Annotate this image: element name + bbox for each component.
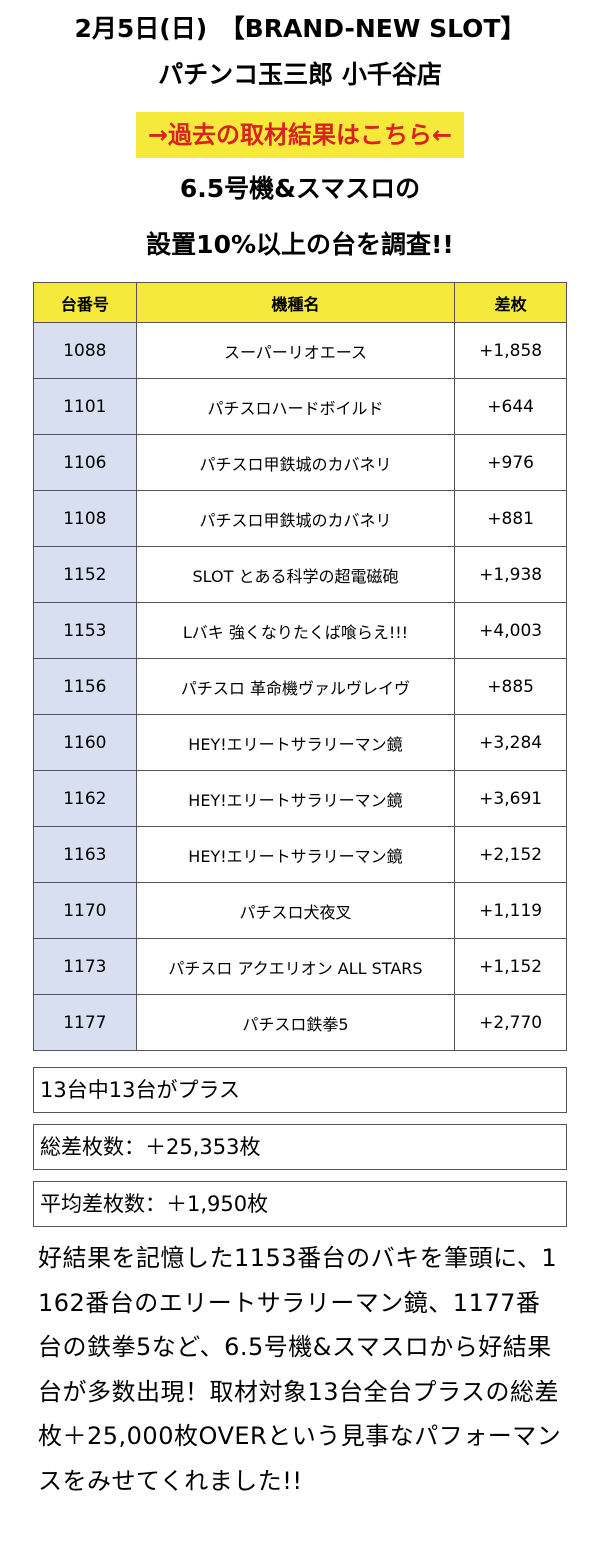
event-date-title: 2月5日(日) 【BRAND-NEW SLOT】 <box>74 14 526 43</box>
table-row: 1160 HEY!エリートサラリーマン鏡 +3,284 <box>33 714 567 771</box>
summary-total-difference: 総差枚数：＋25,353枚 <box>33 1124 567 1170</box>
table-row: 1106 パチスロ甲鉄城のカバネリ +976 <box>33 434 567 491</box>
difference-value: +976 <box>454 434 567 491</box>
machine-number: 1153 <box>33 602 137 659</box>
difference-value: +4,003 <box>454 602 567 659</box>
difference-value: +2,770 <box>454 994 567 1051</box>
machine-name: スーパーリオエース <box>135 322 456 379</box>
subtitle-line-2: 設置10%以上の台を調査!! <box>146 230 454 259</box>
header-difference: 差枚 <box>454 282 567 323</box>
machine-name: パチスロ犬夜叉 <box>135 882 456 939</box>
difference-value: +1,938 <box>454 546 567 603</box>
machine-number: 1162 <box>33 770 137 827</box>
machine-number: 1108 <box>33 490 137 547</box>
results-table: 台番号 機種名 差枚 1088 スーパーリオエース +1,858 1101 パチ… <box>33 282 567 1051</box>
difference-value: +1,858 <box>454 322 567 379</box>
header-machine-name: 機種名 <box>135 282 456 323</box>
table-row: 1088 スーパーリオエース +1,858 <box>33 322 567 379</box>
difference-value: +3,691 <box>454 770 567 827</box>
difference-value: +644 <box>454 378 567 435</box>
machine-number: 1106 <box>33 434 137 491</box>
difference-value: +1,119 <box>454 882 567 939</box>
difference-value: +2,152 <box>454 826 567 883</box>
table-row: 1162 HEY!エリートサラリーマン鏡 +3,691 <box>33 770 567 827</box>
link-banner-wrap: →過去の取材結果はこちら← <box>0 112 600 158</box>
machine-number: 1177 <box>33 994 137 1051</box>
summary-average-difference: 平均差枚数：＋1,950枚 <box>33 1181 567 1227</box>
machine-number: 1160 <box>33 714 137 771</box>
difference-value: +1,152 <box>454 938 567 995</box>
machine-number: 1101 <box>33 378 137 435</box>
machine-name: パチスロ 革命機ヴァルヴレイヴ <box>135 658 456 715</box>
machine-name: パチスロ アクエリオン ALL STARS <box>135 938 456 995</box>
machine-name: パチスロハードボイルド <box>135 378 456 435</box>
machine-name: パチスロ甲鉄城のカバネリ <box>135 490 456 547</box>
machine-name: パチスロ甲鉄城のカバネリ <box>135 434 456 491</box>
table-row: 1153 Lバキ 強くなりたくば喰らえ!!! +4,003 <box>33 602 567 659</box>
table-row: 1156 パチスロ 革命機ヴァルヴレイヴ +885 <box>33 658 567 715</box>
table-row: 1170 パチスロ犬夜叉 +1,119 <box>33 882 567 939</box>
machine-number: 1173 <box>33 938 137 995</box>
machine-name: HEY!エリートサラリーマン鏡 <box>135 770 456 827</box>
difference-value: +3,284 <box>454 714 567 771</box>
machine-number: 1088 <box>33 322 137 379</box>
machine-name: HEY!エリートサラリーマン鏡 <box>135 826 456 883</box>
machine-number: 1163 <box>33 826 137 883</box>
table-row: 1101 パチスロハードボイルド +644 <box>33 378 567 435</box>
store-name: パチンコ玉三郎 小千谷店 <box>158 60 442 89</box>
summary-plus-count: 13台中13台がプラス <box>33 1067 567 1113</box>
machine-number: 1170 <box>33 882 137 939</box>
result-description: 好結果を記憶した1153番台のバキを筆頭に、1162番台のエリートサラリーマン鏡… <box>38 1244 562 1495</box>
table-row: 1177 パチスロ鉄拳5 +2,770 <box>33 994 567 1051</box>
table-header-row: 台番号 機種名 差枚 <box>33 282 567 323</box>
table-row: 1173 パチスロ アクエリオン ALL STARS +1,152 <box>33 938 567 995</box>
header-machine-number: 台番号 <box>33 282 137 323</box>
machine-number: 1152 <box>33 546 137 603</box>
machine-name: HEY!エリートサラリーマン鏡 <box>135 714 456 771</box>
subtitle-line-1: 6.5号機&スマスロの <box>179 174 421 203</box>
machine-name: パチスロ鉄拳5 <box>135 994 456 1051</box>
machine-name: SLOT とある科学の超電磁砲 <box>135 546 456 603</box>
past-results-link[interactable]: →過去の取材結果はこちら← <box>135 112 465 158</box>
table-row: 1163 HEY!エリートサラリーマン鏡 +2,152 <box>33 826 567 883</box>
table-row: 1108 パチスロ甲鉄城のカバネリ +881 <box>33 490 567 547</box>
difference-value: +885 <box>454 658 567 715</box>
machine-name: Lバキ 強くなりたくば喰らえ!!! <box>135 602 456 659</box>
difference-value: +881 <box>454 490 567 547</box>
machine-number: 1156 <box>33 658 137 715</box>
table-row: 1152 SLOT とある科学の超電磁砲 +1,938 <box>33 546 567 603</box>
